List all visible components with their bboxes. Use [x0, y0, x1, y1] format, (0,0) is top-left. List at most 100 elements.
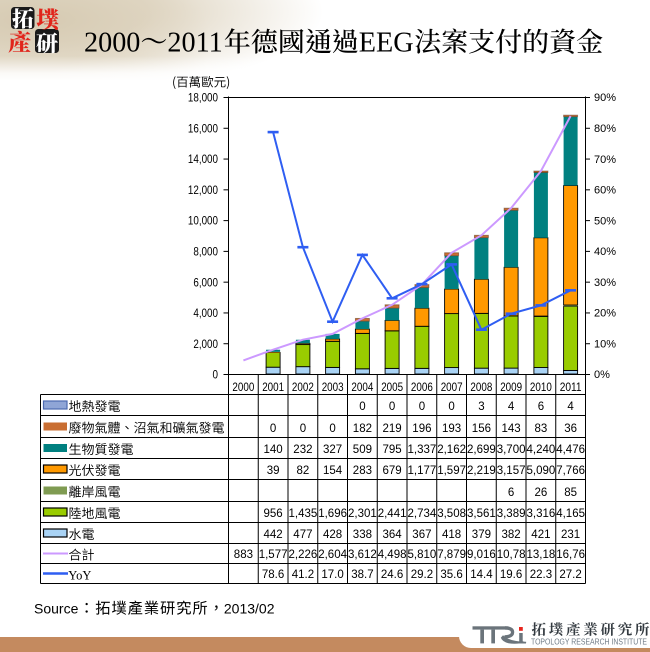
svg-text:1,337: 1,337 — [408, 444, 437, 456]
svg-text:2013/02: 2013/02 — [224, 601, 275, 617]
svg-text:2002: 2002 — [292, 380, 314, 394]
svg-text:367: 367 — [412, 529, 431, 541]
svg-text:70%: 70% — [594, 154, 616, 166]
svg-text:1,577: 1,577 — [259, 549, 288, 561]
svg-text:14.4: 14.4 — [470, 569, 493, 581]
svg-text:85: 85 — [564, 487, 577, 499]
svg-text:0: 0 — [389, 401, 395, 413]
svg-text:5,090: 5,090 — [527, 465, 556, 477]
svg-text:7,766: 7,766 — [556, 465, 585, 477]
svg-text:30%: 30% — [594, 277, 616, 289]
svg-text:2008: 2008 — [470, 380, 492, 394]
svg-text:2011: 2011 — [167, 27, 222, 58]
svg-text:24.6: 24.6 — [381, 569, 403, 581]
svg-text:3: 3 — [478, 401, 484, 413]
svg-text:327: 327 — [323, 444, 342, 456]
svg-text:2000: 2000 — [232, 380, 254, 394]
svg-text:2009: 2009 — [500, 380, 522, 394]
svg-text:2,162: 2,162 — [437, 444, 466, 456]
svg-text:4,240: 4,240 — [527, 444, 556, 456]
svg-text:0: 0 — [213, 368, 219, 382]
svg-text:6,000: 6,000 — [193, 275, 218, 289]
svg-text:140: 140 — [264, 444, 283, 456]
svg-text:0: 0 — [329, 423, 335, 435]
svg-text:35.6: 35.6 — [440, 569, 462, 581]
svg-text:2001: 2001 — [262, 380, 284, 394]
svg-text:2000: 2000 — [84, 27, 140, 58]
svg-text:19.6: 19.6 — [500, 569, 522, 581]
svg-text:TOPOLOGY RESEARCH INSTITUTE: TOPOLOGY RESEARCH INSTITUTE — [531, 638, 647, 647]
svg-text:3,316: 3,316 — [527, 508, 556, 520]
svg-text:10,000: 10,000 — [188, 214, 218, 228]
svg-text:883: 883 — [234, 549, 253, 561]
svg-text:50%: 50% — [594, 215, 616, 227]
svg-text:0: 0 — [270, 423, 276, 435]
svg-text:0: 0 — [419, 401, 425, 413]
svg-text:6: 6 — [508, 487, 514, 499]
svg-text:421: 421 — [531, 529, 550, 541]
svg-text:956: 956 — [264, 508, 283, 520]
svg-text:26: 26 — [535, 487, 548, 499]
svg-text:442: 442 — [264, 529, 283, 541]
svg-text:0: 0 — [359, 401, 365, 413]
svg-text:232: 232 — [293, 444, 312, 456]
svg-text:2,219: 2,219 — [467, 465, 496, 477]
svg-text:156: 156 — [472, 423, 491, 435]
svg-text:2011: 2011 — [560, 380, 582, 394]
svg-text:154: 154 — [323, 465, 343, 477]
svg-text:4,165: 4,165 — [556, 508, 585, 520]
svg-text:382: 382 — [502, 529, 521, 541]
svg-text:3,612: 3,612 — [348, 549, 377, 561]
svg-text:39: 39 — [267, 465, 280, 477]
svg-text:16,76: 16,76 — [556, 549, 585, 561]
svg-text:9,016: 9,016 — [467, 549, 496, 561]
svg-text:4,498: 4,498 — [378, 549, 407, 561]
svg-text:2007: 2007 — [441, 380, 463, 394]
svg-text:338: 338 — [353, 529, 372, 541]
svg-text:1,177: 1,177 — [408, 465, 437, 477]
svg-text:2005: 2005 — [381, 380, 403, 394]
svg-text:14,000: 14,000 — [188, 152, 218, 166]
svg-text:509: 509 — [353, 444, 372, 456]
svg-text:2,226: 2,226 — [289, 549, 318, 561]
svg-text:0: 0 — [300, 423, 306, 435]
svg-text:219: 219 — [383, 423, 402, 435]
svg-text:2,441: 2,441 — [378, 508, 407, 520]
svg-text:13,18: 13,18 — [527, 549, 556, 561]
svg-text:1,696: 1,696 — [318, 508, 347, 520]
svg-text:428: 428 — [323, 529, 342, 541]
svg-text:29.2: 29.2 — [411, 569, 433, 581]
svg-text:418: 418 — [442, 529, 461, 541]
svg-text:2,604: 2,604 — [318, 549, 347, 561]
svg-text:283: 283 — [353, 465, 372, 477]
svg-text:0: 0 — [448, 401, 454, 413]
svg-text:27.2: 27.2 — [559, 569, 581, 581]
svg-text:1,597: 1,597 — [437, 465, 466, 477]
svg-text:10,78: 10,78 — [497, 549, 526, 561]
svg-text:YoY: YoY — [68, 569, 91, 583]
svg-text:379: 379 — [472, 529, 491, 541]
svg-text:17.0: 17.0 — [321, 569, 343, 581]
svg-text:7,879: 7,879 — [437, 549, 466, 561]
svg-text:4: 4 — [567, 401, 574, 413]
svg-text:2006: 2006 — [411, 380, 433, 394]
svg-text:EEG: EEG — [359, 27, 414, 58]
svg-text:Source: Source — [34, 601, 79, 617]
svg-text:2,734: 2,734 — [408, 508, 437, 520]
svg-text:3,561: 3,561 — [467, 508, 496, 520]
svg-text:41.2: 41.2 — [292, 569, 314, 581]
svg-text:40%: 40% — [594, 246, 616, 258]
svg-text:2010: 2010 — [530, 380, 552, 394]
svg-text:8,000: 8,000 — [193, 244, 218, 258]
svg-text:16,000: 16,000 — [188, 121, 218, 135]
svg-text:143: 143 — [502, 423, 521, 435]
svg-text:364: 364 — [383, 529, 403, 541]
svg-text:60%: 60% — [594, 185, 616, 197]
svg-text:231: 231 — [561, 529, 580, 541]
svg-text:196: 196 — [412, 423, 431, 435]
svg-text:4: 4 — [508, 401, 515, 413]
svg-text:3,157: 3,157 — [497, 465, 526, 477]
svg-text:6: 6 — [538, 401, 544, 413]
svg-text:182: 182 — [353, 423, 372, 435]
svg-text:80%: 80% — [594, 123, 616, 135]
